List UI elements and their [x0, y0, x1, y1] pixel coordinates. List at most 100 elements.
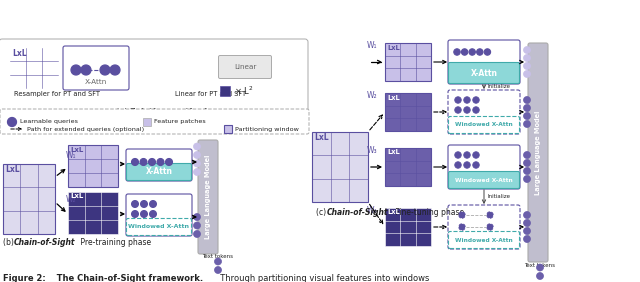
Text: Fine-tuning phase: Fine-tuning phase: [393, 208, 464, 217]
Text: Figure 2:: Figure 2:: [3, 274, 45, 282]
Text: LxL: LxL: [70, 193, 83, 199]
Circle shape: [524, 54, 531, 61]
Text: Chain-of-Sight: Chain-of-Sight: [327, 208, 388, 217]
Circle shape: [157, 158, 164, 166]
Bar: [143, 118, 151, 126]
Circle shape: [193, 151, 200, 158]
Text: W₄: W₄: [367, 206, 377, 215]
Circle shape: [524, 47, 531, 54]
Circle shape: [536, 272, 543, 279]
Circle shape: [455, 152, 461, 158]
Circle shape: [8, 118, 17, 127]
Text: Windowed X-Attn: Windowed X-Attn: [129, 224, 189, 230]
FancyBboxPatch shape: [127, 219, 191, 235]
Circle shape: [193, 143, 200, 150]
Circle shape: [464, 97, 470, 103]
Text: LxL: LxL: [5, 166, 20, 175]
Circle shape: [10, 120, 14, 124]
Circle shape: [131, 210, 138, 217]
Circle shape: [193, 222, 200, 229]
Circle shape: [473, 162, 479, 168]
Text: X-Attn: X-Attn: [470, 69, 497, 78]
Text: LxL: LxL: [387, 149, 400, 155]
Text: LxL: LxL: [387, 94, 400, 100]
FancyBboxPatch shape: [385, 148, 431, 186]
Circle shape: [193, 213, 200, 221]
FancyBboxPatch shape: [0, 39, 308, 113]
Circle shape: [484, 49, 491, 55]
FancyBboxPatch shape: [218, 56, 271, 78]
Circle shape: [524, 96, 531, 103]
Circle shape: [455, 162, 461, 168]
Circle shape: [455, 107, 461, 113]
Circle shape: [524, 151, 531, 158]
Circle shape: [524, 105, 531, 111]
Circle shape: [140, 158, 147, 166]
Circle shape: [524, 212, 531, 219]
Circle shape: [524, 120, 531, 127]
Circle shape: [473, 152, 479, 158]
Circle shape: [536, 264, 543, 271]
Circle shape: [455, 97, 461, 103]
Text: LxL: LxL: [70, 147, 83, 153]
FancyBboxPatch shape: [449, 63, 520, 83]
Circle shape: [193, 169, 200, 175]
FancyBboxPatch shape: [224, 125, 232, 133]
Text: Existing methods: Existing methods: [130, 108, 212, 117]
Text: Initialize: Initialize: [487, 195, 510, 199]
FancyBboxPatch shape: [449, 171, 520, 188]
FancyBboxPatch shape: [448, 205, 520, 249]
FancyBboxPatch shape: [449, 116, 520, 133]
Text: X-Attn: X-Attn: [145, 168, 173, 177]
Text: Text tokens: Text tokens: [202, 254, 234, 259]
Circle shape: [524, 70, 531, 78]
Circle shape: [150, 210, 157, 217]
Text: Text tokens: Text tokens: [525, 263, 556, 268]
FancyBboxPatch shape: [126, 194, 192, 236]
Circle shape: [524, 63, 531, 69]
Text: Resampler for PT and SFT: Resampler for PT and SFT: [14, 91, 100, 97]
Text: Windowed X-Attn: Windowed X-Attn: [455, 237, 513, 243]
Circle shape: [524, 228, 531, 235]
FancyBboxPatch shape: [385, 93, 431, 131]
Text: W₁: W₁: [66, 151, 77, 160]
FancyBboxPatch shape: [448, 145, 520, 189]
Circle shape: [487, 224, 493, 230]
FancyBboxPatch shape: [312, 132, 368, 202]
Circle shape: [150, 201, 157, 208]
FancyBboxPatch shape: [448, 90, 520, 134]
Text: Feature patches: Feature patches: [154, 120, 205, 124]
Circle shape: [141, 201, 147, 208]
Text: Large Language Model: Large Language Model: [205, 155, 211, 239]
Text: Linear: Linear: [234, 64, 256, 70]
Circle shape: [473, 97, 479, 103]
Circle shape: [454, 49, 460, 55]
FancyBboxPatch shape: [385, 208, 431, 246]
Circle shape: [148, 158, 156, 166]
FancyBboxPatch shape: [63, 46, 129, 90]
Circle shape: [524, 219, 531, 226]
Circle shape: [81, 65, 91, 75]
FancyBboxPatch shape: [448, 40, 520, 84]
Circle shape: [214, 258, 221, 265]
Text: X-Attn: X-Attn: [85, 79, 107, 85]
Text: Chain-of-Sight: Chain-of-Sight: [14, 238, 76, 247]
Circle shape: [193, 230, 200, 237]
FancyBboxPatch shape: [385, 43, 431, 81]
Circle shape: [110, 65, 120, 75]
Circle shape: [524, 168, 531, 175]
Circle shape: [131, 201, 138, 208]
Text: Windowed X-Attn: Windowed X-Attn: [455, 177, 513, 182]
Circle shape: [166, 158, 173, 166]
Circle shape: [71, 65, 81, 75]
Text: Through partitioning visual features into windows: Through partitioning visual features int…: [215, 274, 429, 282]
Text: LxL: LxL: [387, 45, 400, 50]
Circle shape: [461, 49, 468, 55]
Text: LxL: LxL: [167, 50, 182, 58]
FancyBboxPatch shape: [3, 164, 55, 234]
Circle shape: [464, 162, 470, 168]
Text: (c): (c): [316, 208, 328, 217]
Text: Large Language Model: Large Language Model: [535, 110, 541, 195]
Circle shape: [459, 224, 465, 230]
Bar: [220, 86, 230, 96]
